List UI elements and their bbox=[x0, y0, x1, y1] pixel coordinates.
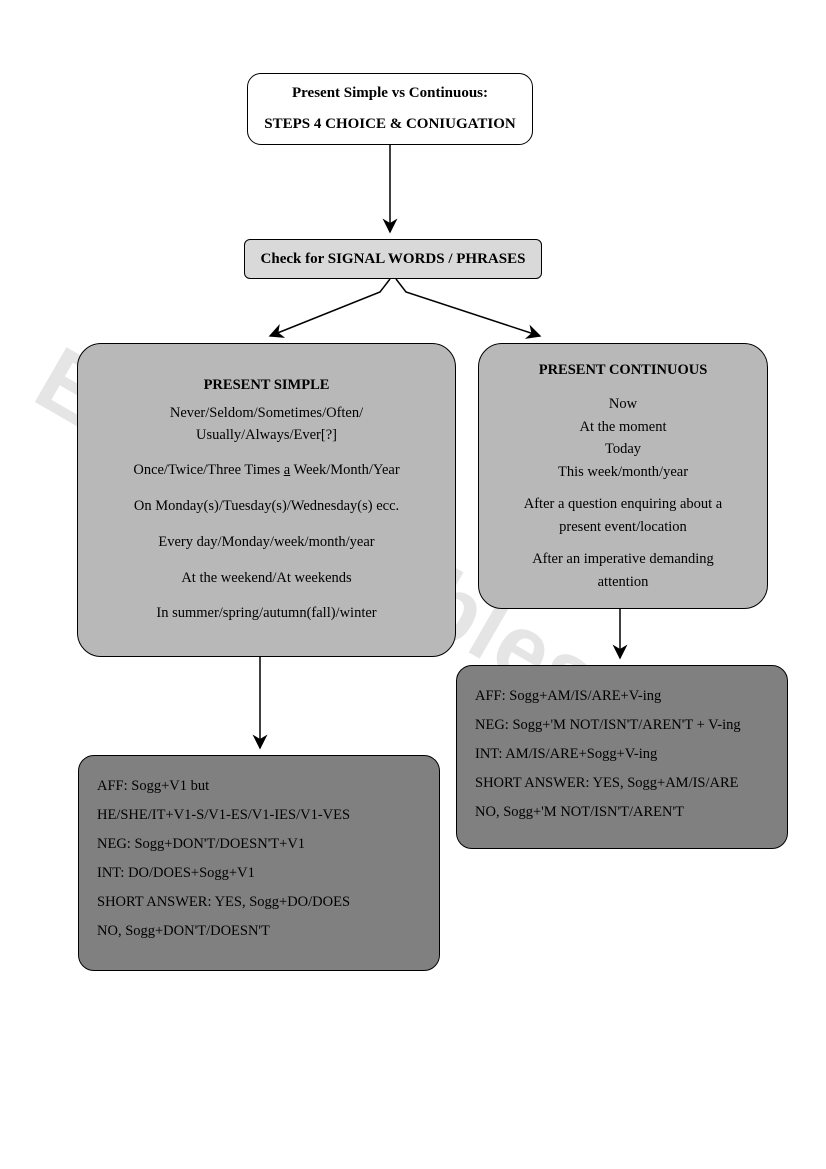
continuous-formula-1: AFF: Sogg+AM/IS/ARE+V-ing bbox=[475, 682, 661, 711]
continuous-formula-5: NO, Sogg+'M NOT/ISN'T/AREN'T bbox=[475, 798, 684, 827]
simple-formula-2: HE/SHE/IT+V1-S/V1-ES/V1-IES/V1-VES bbox=[97, 801, 350, 830]
continuous-formula-2: NEG: Sogg+'M NOT/ISN'T/AREN'T + V-ing bbox=[475, 711, 741, 740]
simple-formula-1: AFF: Sogg+V1 but bbox=[97, 772, 209, 801]
continuous-formula-3: INT: AM/IS/ARE+Sogg+V-ing bbox=[475, 740, 657, 769]
continuous-formula-box: AFF: Sogg+AM/IS/ARE+V-ing NEG: Sogg+'M N… bbox=[456, 665, 788, 849]
simple-formula-4: INT: DO/DOES+Sogg+V1 bbox=[97, 859, 255, 888]
simple-formula-box: AFF: Sogg+V1 but HE/SHE/IT+V1-S/V1-ES/V1… bbox=[78, 755, 440, 971]
simple-formula-3: NEG: Sogg+DON'T/DOESN'T+V1 bbox=[97, 830, 305, 859]
continuous-formula-4: SHORT ANSWER: YES, Sogg+AM/IS/ARE bbox=[475, 769, 739, 798]
simple-formula-6: NO, Sogg+DON'T/DOESN'T bbox=[97, 917, 270, 946]
arrow-continuous-to-formula bbox=[0, 0, 826, 1169]
simple-formula-5: SHORT ANSWER: YES, Sogg+DO/DOES bbox=[97, 888, 350, 917]
